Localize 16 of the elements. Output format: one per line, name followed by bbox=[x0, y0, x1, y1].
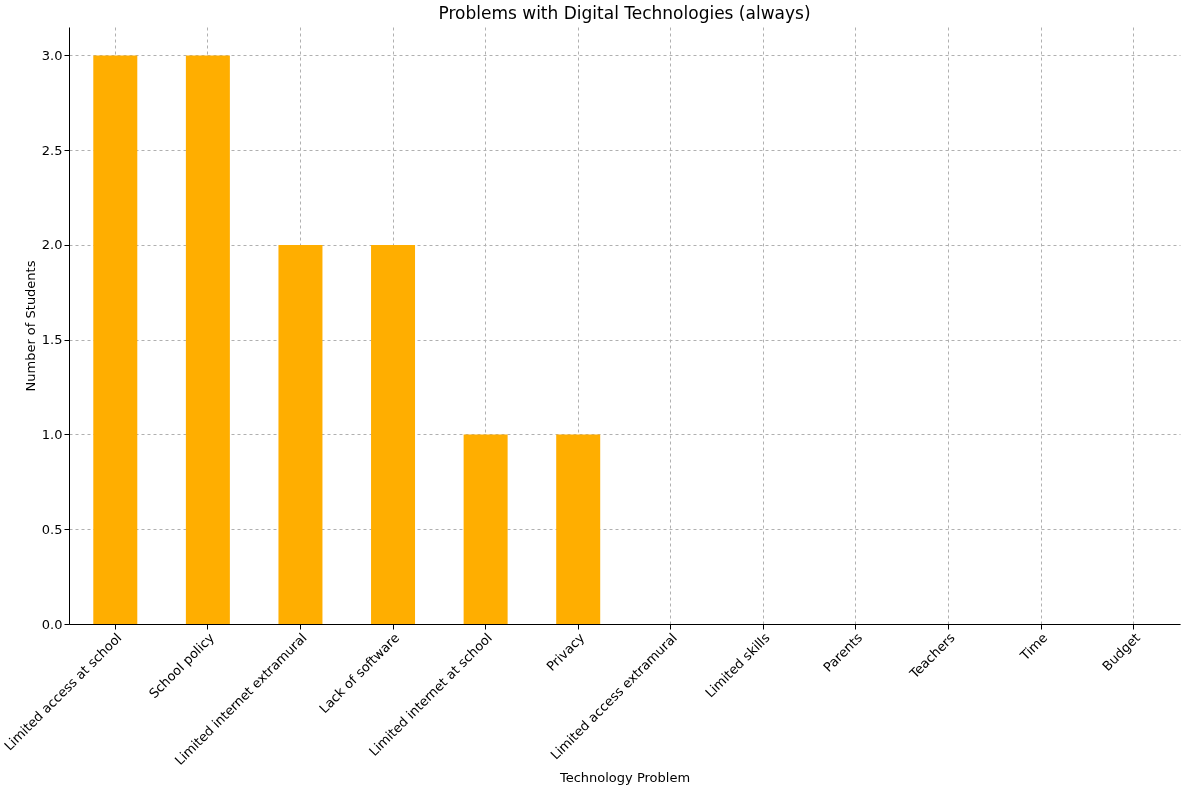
y-tick-label: 2.5 bbox=[41, 142, 63, 158]
bar bbox=[278, 244, 323, 624]
chart-title: Problems with Digital Technologies (always) bbox=[438, 3, 811, 23]
bar bbox=[93, 55, 138, 624]
y-tick-label: 0.5 bbox=[41, 521, 63, 537]
bar bbox=[463, 434, 508, 624]
y-tick-label: 1.0 bbox=[41, 426, 63, 442]
bar bbox=[371, 244, 416, 624]
bar bbox=[185, 55, 230, 624]
y-tick-label: 0.0 bbox=[41, 616, 63, 632]
y-tick-label: 1.5 bbox=[41, 332, 63, 348]
y-tick-label: 2.0 bbox=[41, 237, 63, 253]
x-axis-title: Technology Problem bbox=[558, 769, 691, 785]
bar bbox=[556, 434, 601, 624]
y-axis-title: Number of Students bbox=[22, 260, 38, 392]
y-tick-label: 3.0 bbox=[41, 47, 63, 63]
